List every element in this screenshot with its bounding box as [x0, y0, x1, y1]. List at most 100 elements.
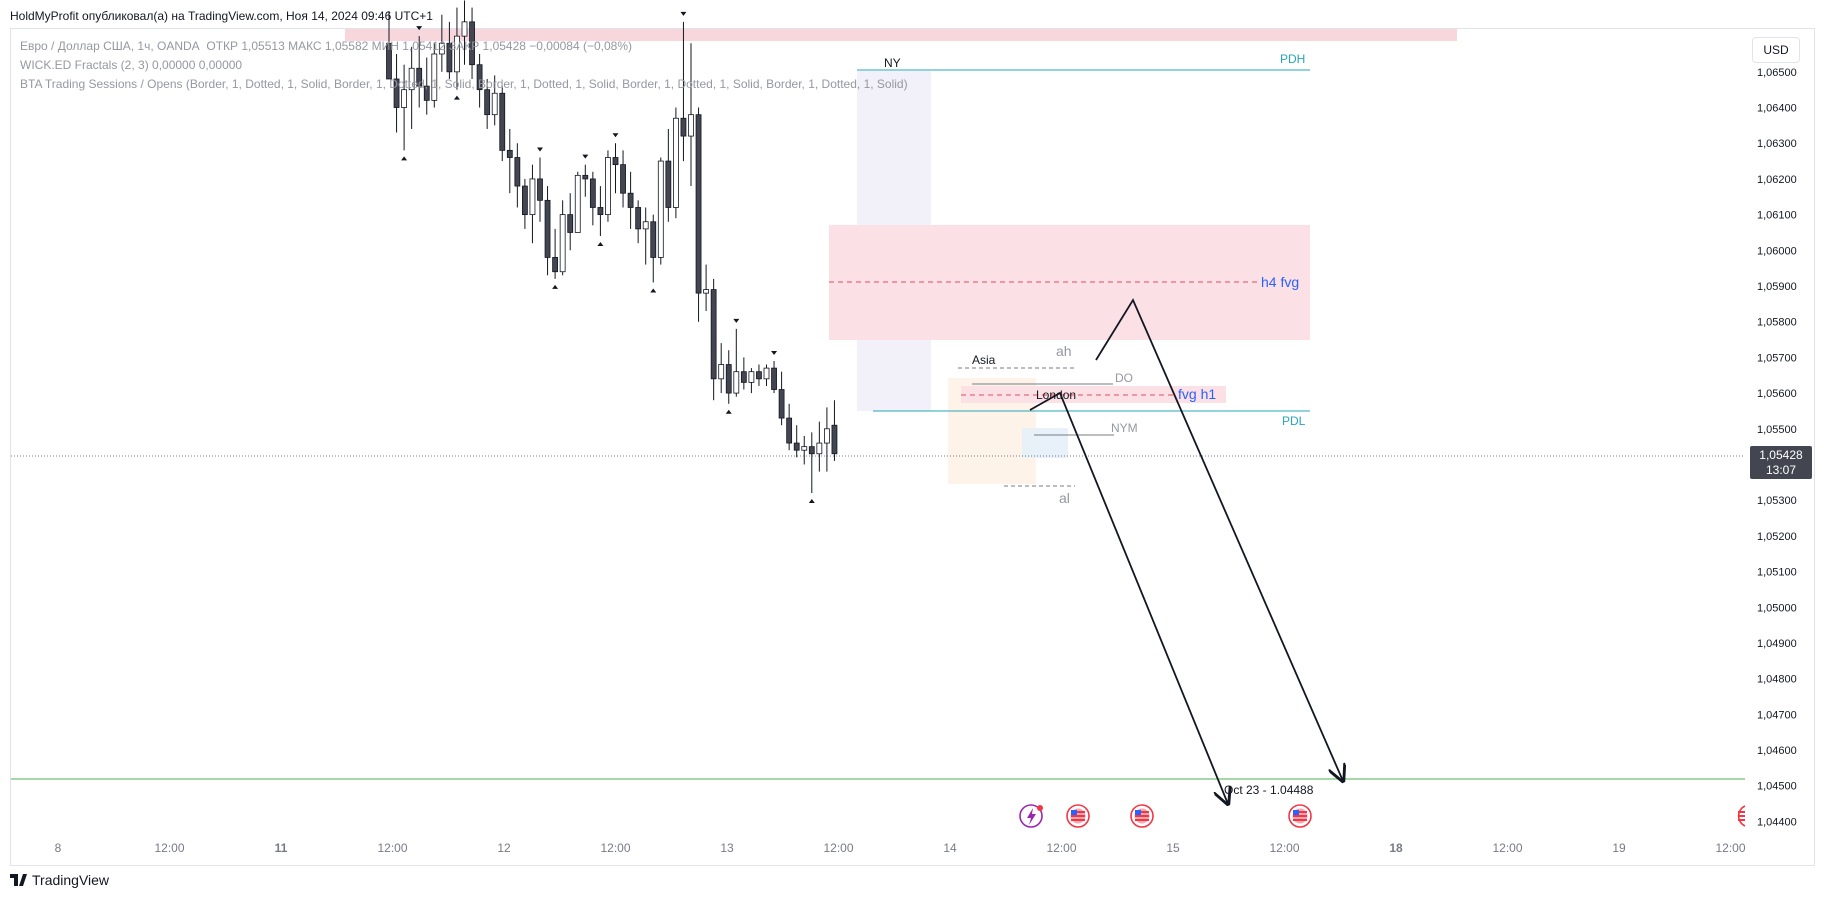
pdl-label: PDL [1282, 414, 1306, 428]
candle-body [408, 67, 415, 91]
candle-body [605, 157, 611, 216]
y-tick-label: 1,05700 [1757, 352, 1797, 364]
last-price-tag: 1,05428 13:07 [1750, 446, 1812, 479]
price-axis[interactable]: 1,06500 1,06400 1,06300 1,06200 1,06100 1,060… [1757, 67, 1797, 829]
candle-body [665, 160, 672, 208]
fractal-high-marker [771, 350, 778, 355]
candle-body [824, 428, 830, 444]
symbol-name[interactable]: Евро / Доллар США, 1ч, OANDA [20, 39, 200, 53]
tradingview-logo-icon [10, 874, 27, 886]
h4-fvg-label: h4 fvg [1261, 274, 1299, 290]
h1-fvg-zone [961, 386, 1226, 403]
y-tick-label: 1,04400 [1757, 816, 1797, 828]
currency-button[interactable]: USD [1752, 37, 1800, 63]
candle-body [438, 42, 445, 55]
y-tick-label: 1,06500 [1757, 67, 1797, 79]
x-tick-label: 14 [943, 841, 957, 855]
candle-body [574, 174, 581, 233]
candle-body [423, 85, 430, 101]
time-axis[interactable]: 8 12:00 11 12:00 12 12:00 13 12:00 14 12:00 15 12:0… [55, 841, 1746, 855]
fractal-low-marker [808, 499, 815, 504]
y-tick-label: 1,04600 [1757, 745, 1797, 757]
fractal-low-marker [650, 288, 657, 293]
x-tick-label: 8 [55, 841, 62, 855]
daily-open-label: DO [1115, 371, 1133, 385]
candle-body [748, 371, 755, 383]
candle-body [461, 21, 468, 37]
projection-path-1[interactable] [1029, 391, 1228, 804]
nym-label: NYM [1111, 421, 1138, 435]
x-tick-label: 12:00 [1492, 841, 1522, 855]
event-flash-icon[interactable] [1019, 804, 1043, 828]
candle-body [567, 214, 574, 233]
fractal-high-marker [537, 147, 543, 152]
candle-body [544, 199, 551, 258]
y-tick-label: 1,05600 [1757, 388, 1797, 400]
candle-body [778, 389, 785, 419]
candle-body [484, 89, 491, 116]
us-flag-event-icon[interactable] [1288, 804, 1312, 828]
fractal-low-marker [453, 95, 460, 100]
projection-path-2[interactable] [1095, 298, 1343, 781]
candle-body [793, 442, 800, 451]
us-flag-event-icon[interactable] [1066, 804, 1090, 828]
candle-body [816, 442, 823, 455]
candle-body [454, 35, 460, 73]
candle-body [506, 149, 513, 158]
candle-body [499, 92, 506, 151]
x-tick-label: 12:00 [600, 841, 630, 855]
candle-body [740, 371, 747, 383]
symbol-legend-row[interactable]: Евро / Доллар США, 1ч, OANDA ОТКР 1,0551… [20, 39, 632, 53]
candle-body [756, 371, 762, 380]
fractal-high-marker [733, 318, 740, 323]
candle-body [718, 364, 725, 380]
candle-body [469, 21, 475, 66]
tradingview-logo[interactable]: TradingView [10, 872, 109, 888]
fractal-high-marker [612, 133, 619, 138]
candle-body [431, 53, 438, 101]
fractal-high-marker [582, 154, 589, 159]
ohlc-values: ОТКР 1,05513 МАКС 1,05582 МИН 1,05412 ЗА… [206, 39, 633, 53]
y-tick-label: 1,05300 [1757, 495, 1797, 507]
candle-body [657, 160, 664, 258]
candle-body [522, 185, 528, 216]
y-tick-label: 1,04900 [1757, 638, 1797, 650]
fractal-high-marker [680, 11, 687, 16]
bar-countdown: 13:07 [1765, 462, 1797, 477]
candle-body [733, 371, 740, 394]
candle-body [688, 114, 694, 137]
candle-body [446, 42, 453, 73]
x-tick-label: 19 [1612, 841, 1626, 855]
fractals-indicator-legend[interactable]: WICK.ED Fractals (2, 3) 0,00000 0,00000 [20, 58, 243, 72]
asia-label: Asia [972, 353, 996, 367]
fractal-low-marker [597, 242, 604, 247]
ny-label: NY [884, 56, 901, 70]
x-tick-label: 15 [1166, 841, 1180, 855]
candle-body [416, 67, 423, 87]
y-tick-label: 1,06100 [1757, 210, 1797, 222]
x-tick-label: 12:00 [154, 841, 184, 855]
candle-body [386, 42, 392, 80]
us-flag-event-icon[interactable] [1737, 805, 1746, 827]
y-tick-label: 1,05000 [1757, 602, 1797, 614]
tradingview-brand: TradingView [32, 872, 110, 888]
y-tick-label: 1,04800 [1757, 674, 1797, 686]
candle-body [514, 157, 521, 187]
candle-body [476, 64, 483, 91]
x-tick-label: 12:00 [1715, 841, 1745, 855]
candle-body [763, 367, 770, 380]
fractal-low-marker [401, 156, 408, 161]
x-tick-label: 12:00 [1046, 841, 1076, 855]
chart-frame [10, 28, 1815, 866]
candles-group [386, 0, 838, 494]
candle-body [537, 178, 543, 201]
y-tick-label: 1,06400 [1757, 103, 1797, 115]
y-tick-label: 1,06200 [1757, 174, 1797, 186]
sessions-indicator-legend[interactable]: BTA Trading Sessions / Opens (Border, 1,… [20, 77, 908, 91]
y-tick-label: 1,06000 [1757, 245, 1797, 257]
y-tick-label: 1,05900 [1757, 281, 1797, 293]
candle-body [771, 367, 777, 390]
pdh-label: PDH [1280, 52, 1305, 66]
us-flag-event-icon[interactable] [1130, 804, 1154, 828]
